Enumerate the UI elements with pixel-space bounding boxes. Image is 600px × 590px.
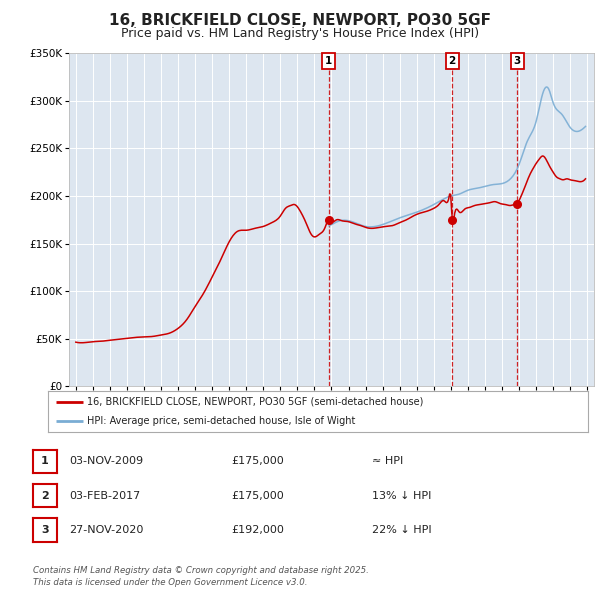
Text: 16, BRICKFIELD CLOSE, NEWPORT, PO30 5GF: 16, BRICKFIELD CLOSE, NEWPORT, PO30 5GF	[109, 13, 491, 28]
Text: 2: 2	[449, 55, 456, 65]
Text: £192,000: £192,000	[231, 525, 284, 535]
Text: 3: 3	[41, 525, 49, 535]
Text: Contains HM Land Registry data © Crown copyright and database right 2025.
This d: Contains HM Land Registry data © Crown c…	[33, 566, 369, 587]
Text: Price paid vs. HM Land Registry's House Price Index (HPI): Price paid vs. HM Land Registry's House …	[121, 27, 479, 40]
Text: 13% ↓ HPI: 13% ↓ HPI	[372, 491, 431, 500]
Text: 2: 2	[41, 491, 49, 500]
Text: 27-NOV-2020: 27-NOV-2020	[69, 525, 143, 535]
Text: 1: 1	[41, 457, 49, 466]
Text: £175,000: £175,000	[231, 491, 284, 500]
Text: 16, BRICKFIELD CLOSE, NEWPORT, PO30 5GF (semi-detached house): 16, BRICKFIELD CLOSE, NEWPORT, PO30 5GF …	[87, 396, 423, 407]
Text: 1: 1	[325, 55, 332, 65]
Text: £175,000: £175,000	[231, 457, 284, 466]
Text: 03-FEB-2017: 03-FEB-2017	[69, 491, 140, 500]
Text: 22% ↓ HPI: 22% ↓ HPI	[372, 525, 431, 535]
Text: ≈ HPI: ≈ HPI	[372, 457, 403, 466]
Text: 3: 3	[514, 55, 521, 65]
Text: 03-NOV-2009: 03-NOV-2009	[69, 457, 143, 466]
Text: HPI: Average price, semi-detached house, Isle of Wight: HPI: Average price, semi-detached house,…	[87, 416, 355, 426]
